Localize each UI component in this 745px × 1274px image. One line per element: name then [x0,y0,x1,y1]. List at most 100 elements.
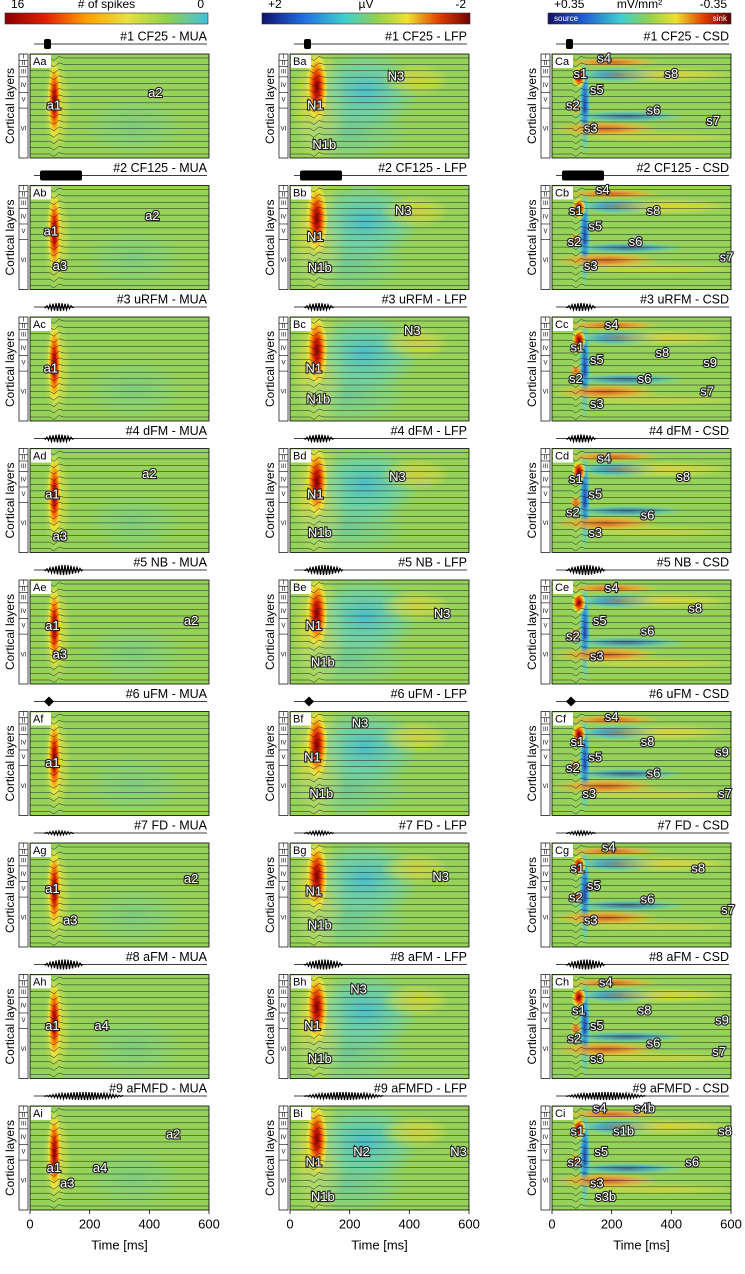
panel-title: #3 uRFM - LFP [382,292,467,306]
layer-label: IV [281,477,287,483]
trace [552,476,731,481]
component-label: N1b [308,918,332,933]
component-label: a3 [53,646,67,661]
heat-blob [84,228,185,289]
component-label: N3 [434,606,451,621]
x-tick-label: 600 [198,1216,220,1231]
trace [552,934,731,940]
layer-label: V [281,886,285,892]
layer-label: V [21,886,25,892]
layer-axis-label: Cortical layers [263,594,277,670]
trace [290,206,469,212]
panel: #5 NB - LFPBeN1N3N1bIIIIIIIVVVICortical … [263,555,470,685]
panel-id-box [31,449,51,463]
layer-label: III [543,69,548,75]
trace [30,357,209,363]
layer-label: II [282,455,286,461]
layer-label: II [544,61,548,67]
panel-frame [289,448,470,553]
trace [30,546,209,552]
trace [30,283,209,289]
trace [552,1002,731,1007]
panel-frame [551,974,732,1079]
trace [552,376,731,382]
component-label: N3 [432,869,449,884]
layer-label: VI [21,915,27,921]
layer-label: V [21,492,25,498]
component-label: s6 [641,508,655,523]
heat-blob [566,788,731,801]
trace [290,383,469,388]
stimulus-icon [43,1090,124,1102]
layer-label: III [281,727,286,733]
trace [30,126,209,132]
stimulus-icon [565,302,597,313]
trace [30,264,209,270]
component-label: s2 [568,1155,582,1170]
trace [30,1146,209,1152]
component-label: a3 [53,528,67,543]
trace [290,463,469,469]
component-label: s8 [676,469,690,484]
trace [30,941,209,946]
layer-axis-label: Cortical layers [525,988,539,1064]
trace [552,633,731,639]
trace [30,639,209,645]
component-label: s1 [570,340,584,355]
panel-title: #4 dFM - MUA [126,424,208,438]
panel-id: Ca [555,56,570,68]
heat-blob [380,721,451,754]
trace [30,678,209,683]
trace [30,790,209,796]
layer-label: II [544,850,548,856]
layer-axis-label: Cortical layers [525,1120,539,1196]
trace [552,1072,731,1078]
trace [552,357,731,363]
panel-id: Ce [555,582,569,594]
layer-label: V [281,360,285,366]
stimulus-icon [303,302,335,313]
layer-label: I [545,318,547,324]
trace [552,251,731,257]
trace [290,1066,469,1071]
trace [30,671,209,677]
component-label: s4 [605,317,619,332]
panel-id-box [553,186,573,200]
trace [290,139,469,145]
trace [30,595,209,600]
panel-id: Ag [33,845,46,857]
panel-id-box [31,975,51,989]
trace [552,627,731,632]
panel-frame [551,53,732,159]
trace [290,627,469,632]
panel-title: #9 aFMFD - CSD [632,1081,729,1095]
layer-label: VI [21,652,27,658]
trace [552,877,731,882]
layer-label: I [545,581,547,587]
panel-id: Ab [33,187,46,199]
trace [552,652,731,658]
trace [30,902,209,908]
layer-label: I [23,318,25,324]
trace [30,81,209,87]
trace [290,995,469,1001]
stimulus-icon [43,302,75,313]
heat-blob [47,1110,62,1195]
trace [552,527,731,533]
layer-label: II [22,850,26,856]
trace [290,101,469,106]
component-label: s7 [718,786,732,801]
layer-strip [278,711,289,816]
layer-axis-label: Cortical layers [3,857,17,933]
layer-label: III [281,595,286,601]
heat-blob [569,101,582,116]
panel-title: #5 NB - CSD [657,555,729,569]
heat-blob [290,759,410,816]
component-label: s3 [584,912,598,927]
trace [290,469,469,475]
trace [30,1172,209,1177]
panel-id-box [553,975,573,989]
